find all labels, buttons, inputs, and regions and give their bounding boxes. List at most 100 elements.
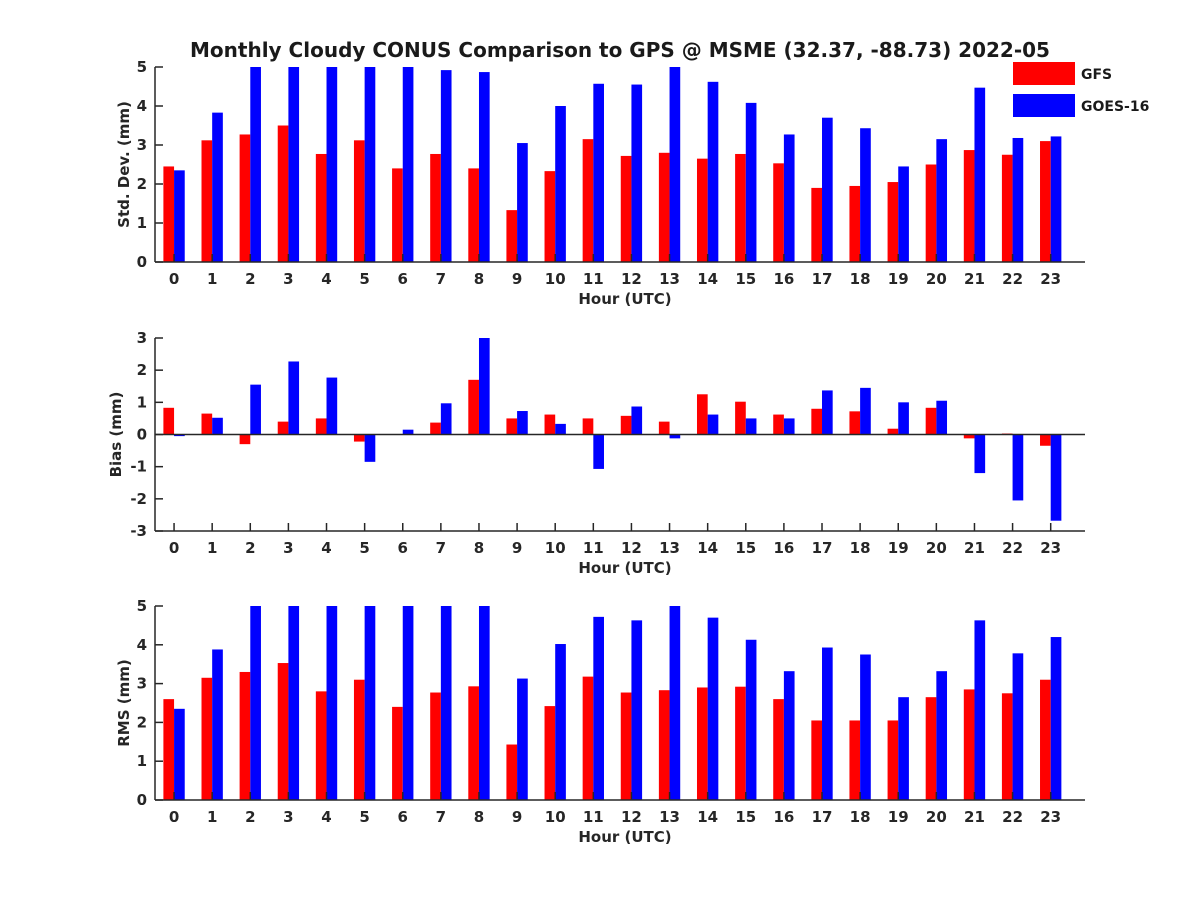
bar-goes-16-hour-8 bbox=[478, 338, 490, 435]
legend-label: GOES-16 bbox=[1081, 99, 1149, 115]
bar-gfs-hour-13 bbox=[658, 421, 670, 435]
y-tick-label: -1 bbox=[130, 458, 147, 476]
bar-goes-16-hour-10 bbox=[555, 423, 566, 435]
x-tick-label: 1 bbox=[207, 808, 217, 826]
x-tick-label: 23 bbox=[1040, 539, 1061, 557]
x-tick-label: 16 bbox=[773, 808, 794, 826]
y-tick-label: 2 bbox=[137, 713, 147, 731]
bar-goes-16-hour-15 bbox=[745, 102, 757, 262]
bar-goes-16-hour-18 bbox=[860, 654, 871, 800]
bar-gfs-hour-11 bbox=[582, 139, 594, 262]
x-tick-label: 4 bbox=[321, 270, 331, 288]
x-tick-label: 18 bbox=[850, 808, 871, 826]
x-tick-label: 19 bbox=[888, 539, 909, 557]
x-tick-label: 9 bbox=[512, 539, 522, 557]
y-tick-label: 0 bbox=[137, 426, 147, 444]
bar-goes-16-hour-14 bbox=[707, 617, 719, 800]
bar-goes-16-hour-11 bbox=[593, 83, 604, 263]
bar-goes-16-hour-23 bbox=[1050, 136, 1062, 262]
bar-goes-16-hour-2 bbox=[250, 384, 261, 435]
bar-gfs-hour-21 bbox=[963, 150, 975, 262]
x-tick-label: 11 bbox=[583, 270, 604, 288]
bar-gfs-hour-8 bbox=[468, 168, 479, 262]
bar-goes-16-hour-15 bbox=[745, 639, 757, 800]
bar-goes-16-hour-12 bbox=[631, 84, 643, 262]
x-tick-label: 19 bbox=[888, 808, 909, 826]
x-tick-label: 3 bbox=[283, 270, 293, 288]
bar-goes-16-hour-9 bbox=[517, 143, 528, 262]
bar-goes-16-hour-12 bbox=[631, 406, 643, 435]
bar-gfs-hour-12 bbox=[620, 155, 632, 262]
bar-goes-16-hour-16 bbox=[783, 418, 795, 435]
bar-gfs-hour-5 bbox=[353, 140, 365, 262]
x-tick-label: 4 bbox=[321, 808, 331, 826]
bar-gfs-hour-18 bbox=[849, 185, 861, 262]
bar-goes-16-hour-2 bbox=[250, 606, 261, 800]
bar-gfs-hour-15 bbox=[735, 686, 746, 800]
bar-gfs-hour-8 bbox=[468, 379, 479, 435]
bar-gfs-hour-3 bbox=[277, 663, 289, 800]
x-tick-label: 7 bbox=[436, 808, 446, 826]
bar-gfs-hour-23 bbox=[1040, 679, 1051, 800]
x-tick-label: 16 bbox=[773, 539, 794, 557]
bar-goes-16-hour-18 bbox=[860, 128, 871, 262]
y-axis-label: RMS (mm) bbox=[115, 659, 133, 746]
bar-gfs-hour-6 bbox=[392, 706, 403, 800]
bar-gfs-hour-19 bbox=[887, 428, 899, 435]
x-axis-label: Hour (UTC) bbox=[578, 290, 671, 308]
x-tick-label: 6 bbox=[398, 270, 408, 288]
x-tick-label: 8 bbox=[474, 539, 484, 557]
bar-gfs-hour-10 bbox=[544, 414, 556, 435]
bar-goes-16-hour-5 bbox=[364, 67, 376, 262]
bar-goes-16-hour-22 bbox=[1012, 137, 1024, 262]
bar-gfs-hour-20 bbox=[925, 697, 937, 800]
bar-gfs-hour-11 bbox=[582, 418, 594, 435]
bar-goes-16-hour-9 bbox=[517, 678, 528, 800]
y-tick-label: 4 bbox=[137, 97, 147, 115]
y-tick-label: 3 bbox=[137, 136, 147, 154]
bar-gfs-hour-10 bbox=[544, 706, 556, 800]
bar-goes-16-hour-14 bbox=[707, 414, 719, 435]
x-tick-label: 3 bbox=[283, 539, 293, 557]
x-tick-label: 14 bbox=[697, 539, 718, 557]
bar-goes-16-hour-13 bbox=[669, 67, 681, 262]
x-tick-label: 13 bbox=[659, 270, 680, 288]
bar-gfs-hour-20 bbox=[925, 164, 937, 262]
x-tick-label: 11 bbox=[583, 808, 604, 826]
x-tick-label: 10 bbox=[545, 270, 566, 288]
bar-goes-16-hour-10 bbox=[555, 106, 566, 262]
bar-gfs-hour-0 bbox=[163, 407, 175, 435]
legend: GFS GOES-16 bbox=[1013, 62, 1149, 117]
bar-goes-16-hour-5 bbox=[364, 606, 376, 800]
bar-gfs-hour-20 bbox=[925, 407, 937, 435]
x-tick-label: 1 bbox=[207, 270, 217, 288]
bar-gfs-hour-1 bbox=[201, 140, 213, 262]
x-tick-label: 14 bbox=[697, 270, 718, 288]
bar-gfs-hour-11 bbox=[582, 676, 594, 800]
bar-goes-16-hour-6 bbox=[402, 429, 414, 435]
x-tick-label: 6 bbox=[398, 539, 408, 557]
bar-goes-16-hour-16 bbox=[783, 671, 795, 800]
x-tick-label: 13 bbox=[659, 539, 680, 557]
x-tick-label: 22 bbox=[1002, 270, 1023, 288]
x-tick-label: 5 bbox=[359, 270, 369, 288]
x-tick-label: 12 bbox=[621, 808, 642, 826]
x-tick-label: 2 bbox=[245, 270, 255, 288]
bar-goes-16-hour-19 bbox=[898, 697, 909, 800]
x-tick-label: 18 bbox=[850, 539, 871, 557]
bar-gfs-hour-1 bbox=[201, 413, 213, 435]
bar-gfs-hour-7 bbox=[430, 692, 441, 800]
x-tick-label: 13 bbox=[659, 808, 680, 826]
bar-gfs-hour-5 bbox=[353, 434, 365, 442]
bar-gfs-hour-3 bbox=[277, 125, 289, 262]
bar-gfs-hour-13 bbox=[658, 690, 670, 800]
x-tick-label: 9 bbox=[512, 808, 522, 826]
bar-gfs-hour-14 bbox=[696, 394, 708, 435]
bar-gfs-hour-1 bbox=[201, 677, 213, 800]
y-tick-label: 0 bbox=[137, 791, 147, 809]
y-tick-label: 0 bbox=[137, 253, 147, 271]
bar-goes-16-hour-3 bbox=[288, 67, 300, 262]
bar-gfs-hour-12 bbox=[620, 692, 632, 800]
bar-gfs-hour-16 bbox=[773, 414, 784, 435]
